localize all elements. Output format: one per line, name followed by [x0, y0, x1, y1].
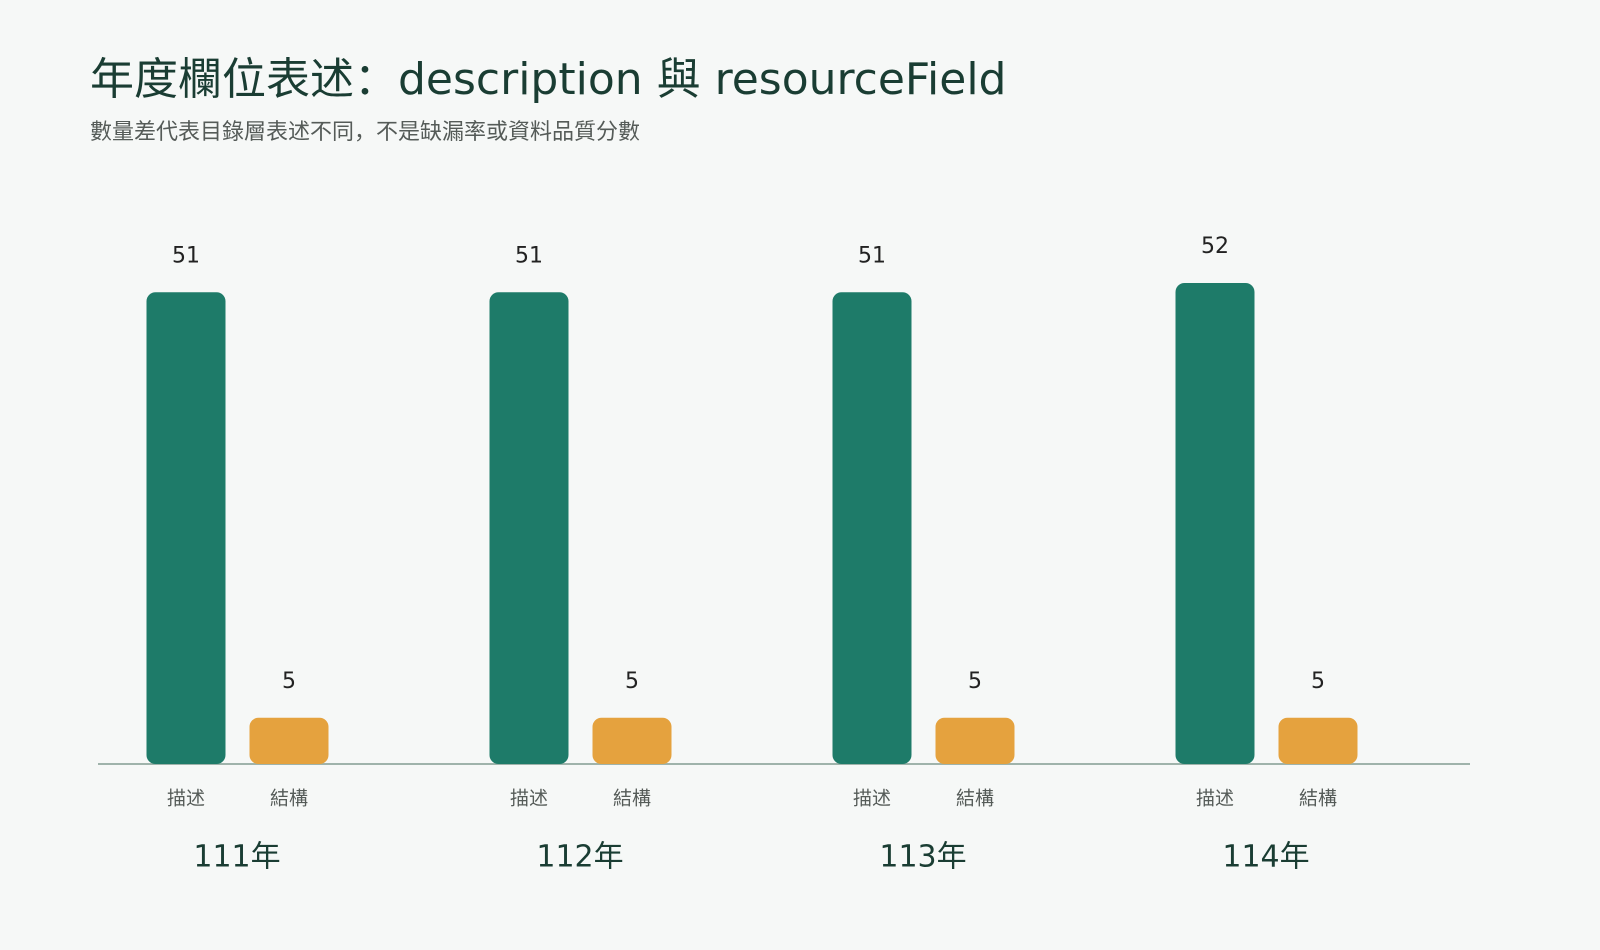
value-label: 51 — [172, 243, 200, 268]
series-label: 結構 — [613, 788, 651, 810]
bar — [146, 292, 226, 764]
series-label: 描述 — [510, 788, 548, 810]
chart-title: 年度欄位表述：description 與 resourceField — [90, 54, 1006, 105]
value-label: 5 — [968, 669, 982, 694]
series-label: 結構 — [1299, 788, 1337, 810]
category-label: 114年 — [1222, 840, 1309, 875]
category-label: 111年 — [193, 840, 280, 875]
value-label: 52 — [1201, 234, 1229, 259]
bar — [1278, 717, 1358, 764]
series-label: 結構 — [956, 788, 994, 810]
value-label: 5 — [625, 669, 639, 694]
category-label: 113年 — [879, 840, 966, 875]
series-label: 描述 — [167, 788, 205, 810]
value-label: 5 — [1311, 669, 1325, 694]
category-label: 112年 — [536, 840, 623, 875]
bar — [832, 292, 912, 764]
bar — [1175, 283, 1255, 764]
value-label: 5 — [282, 669, 296, 694]
series-label: 描述 — [853, 788, 891, 810]
series-label: 描述 — [1196, 788, 1234, 810]
series-label: 結構 — [270, 788, 308, 810]
bar — [249, 717, 329, 764]
value-label: 51 — [515, 243, 543, 268]
bar — [489, 292, 569, 764]
chart-subtitle: 數量差代表目錄層表述不同，不是缺漏率或資料品質分數 — [90, 120, 640, 145]
value-label: 51 — [858, 243, 886, 268]
bar — [592, 717, 672, 764]
bar — [935, 717, 1015, 764]
